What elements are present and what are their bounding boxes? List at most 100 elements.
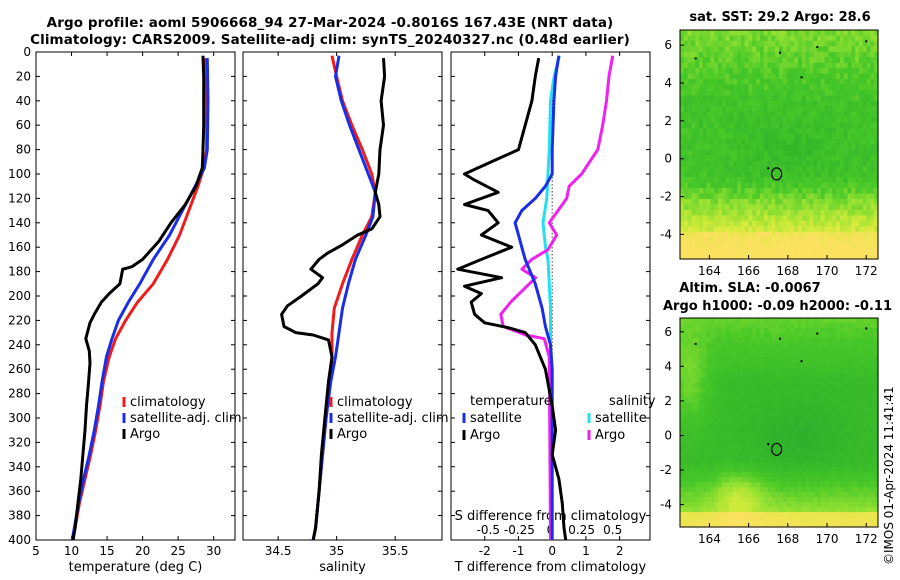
map-cell [683,392,689,399]
map-cell [809,502,814,508]
map-cell [695,51,700,58]
map-cell [699,149,704,156]
map-cell [798,522,803,528]
map-cell [847,422,852,429]
map-cell [839,462,845,468]
map-cell [790,392,795,399]
map-cell [695,68,700,75]
map-cell [858,417,864,424]
map-cell [699,402,704,409]
map-cell [763,62,769,69]
map-cell [725,377,731,384]
map-cell [824,248,830,255]
depth-tick-label: 160 [8,240,31,254]
map-cell [706,362,712,369]
map-cell [794,89,799,97]
map-cell [782,392,788,399]
map-cell [862,199,868,206]
map-cell [759,160,765,167]
map-cell [824,402,830,409]
map-cell [737,382,742,389]
map-cell [748,171,753,178]
map-cell [752,193,757,200]
map-cell [748,507,753,513]
map-cell [870,507,875,513]
map-cell [855,84,860,91]
map-cell [771,452,776,458]
map-cell [687,318,693,324]
map-cell [756,144,761,151]
map-cell [824,487,830,493]
map-cell [832,467,837,473]
map-cell [763,199,769,206]
map-cell [763,204,769,211]
map-cell [763,160,769,167]
map-cell [847,352,852,359]
map-cell [794,253,799,260]
map-cell [794,477,799,483]
map-cell [775,332,780,339]
map-cell [794,487,799,493]
map-cell [794,512,799,518]
map-cell [710,492,715,498]
map-cell [828,332,833,339]
map-cell [714,117,719,124]
map-cell [759,193,765,200]
map-cell [851,372,856,379]
map-cell [862,387,868,394]
map-cell [725,199,731,206]
map-cell [786,139,792,146]
map-cell [820,318,826,324]
map-cell [733,68,738,75]
map-cell [828,193,833,200]
map-cell [721,517,727,523]
map-cell [870,46,875,53]
map-cell [687,149,693,156]
map-cell [851,397,856,404]
map-cell [683,209,689,216]
map-cell [771,467,776,473]
map-cell [801,352,807,359]
map-cell [794,387,799,394]
map-cell [813,462,818,468]
map-cell [744,382,750,389]
map-cell [798,122,803,129]
map-cell [737,417,742,424]
map-cell [874,57,879,64]
map-cell [710,199,715,206]
map-cell [817,377,822,384]
map-cell [699,392,704,399]
map-cell [733,199,738,206]
map-cell [725,507,731,513]
map-cell [828,111,833,118]
map-cell [756,177,761,184]
map-cell [702,209,708,216]
map-cell [733,357,738,364]
map-cell [817,367,822,374]
map-cell [798,30,803,37]
map-cell [714,392,719,399]
map-cell [702,84,708,91]
map-cell [687,502,693,508]
map-cell [866,204,871,211]
map-cell [790,397,795,404]
map-cell [870,242,875,249]
map-cell [744,522,750,528]
map-cell [771,51,776,58]
map-cell [790,362,795,369]
map-cell [725,352,731,359]
map-cell [786,226,792,233]
map-cell [832,492,837,498]
map-cell [733,144,738,151]
map-cell [820,242,826,249]
map-cell [790,497,795,503]
map-cell [790,193,795,200]
map-cell [721,318,727,324]
map-cell [858,89,864,97]
map-cell [801,377,807,384]
map-cell [733,482,738,488]
map-cell [691,352,696,359]
map-cell [805,362,811,369]
map-cell [771,144,776,151]
map-cell [721,427,727,434]
